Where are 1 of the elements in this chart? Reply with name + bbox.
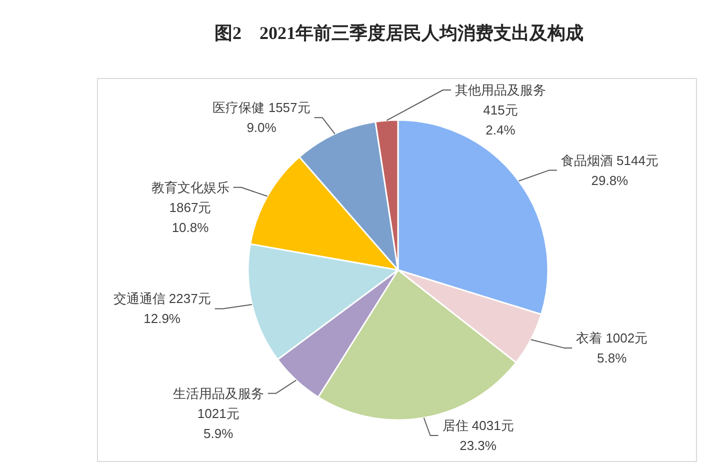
title: 图2 2021年前三季度居民人均消费支出及构成	[214, 23, 584, 43]
